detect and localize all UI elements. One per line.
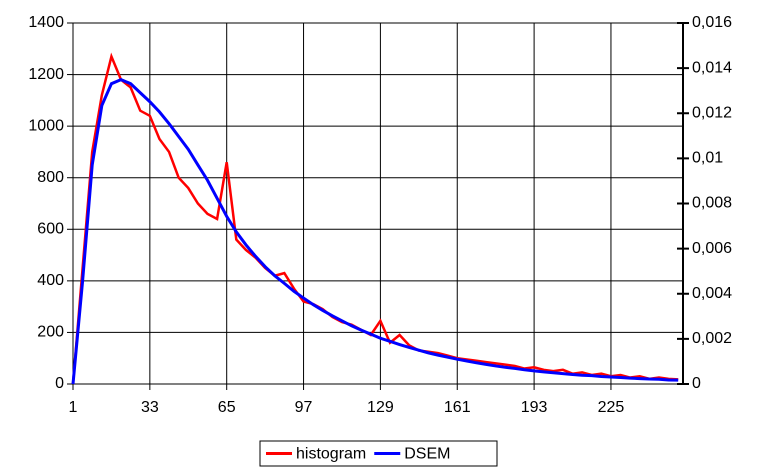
legend: histogram DSEM: [259, 440, 498, 467]
y-tick-label: 600: [37, 221, 64, 238]
x-tick-label: 1: [69, 399, 78, 416]
y-tick-label: 1400: [28, 14, 64, 31]
x-tick-label: 161: [444, 399, 471, 416]
x-tick-label: 225: [598, 399, 625, 416]
y2-tick-label: 0,002: [692, 330, 732, 347]
series-line: [71, 78, 679, 385]
x-tick-label: 193: [521, 399, 548, 416]
y-tick-label: 800: [37, 169, 64, 186]
y-tick-label: 1200: [28, 66, 64, 83]
legend-label: histogram: [296, 446, 366, 463]
plot-frame: [72, 22, 684, 385]
x-tick-label: 129: [367, 399, 394, 416]
y2-tick-label: 0,004: [692, 285, 732, 302]
x-tick-label: 33: [141, 399, 159, 416]
y2-tick-label: 0,012: [692, 104, 732, 121]
y-tick-label: 200: [37, 324, 64, 341]
y-tick-label: 400: [37, 272, 64, 289]
y-tick-label: 1000: [28, 117, 64, 134]
y2-tick-label: 0,006: [692, 240, 732, 257]
legend-label: DSEM: [404, 446, 450, 463]
y-tick-label: 0: [55, 375, 64, 392]
y2-tick-label: 0,01: [692, 150, 723, 167]
x-tick-label: 97: [295, 399, 313, 416]
series-line: [71, 52, 679, 385]
y2-tick-label: 0,014: [692, 59, 732, 76]
x-tick-label: 65: [218, 399, 236, 416]
y2-tick-label: 0,008: [692, 195, 732, 212]
y2-tick-label: 0,016: [692, 14, 732, 31]
y2-tick-label: 0: [692, 375, 701, 392]
